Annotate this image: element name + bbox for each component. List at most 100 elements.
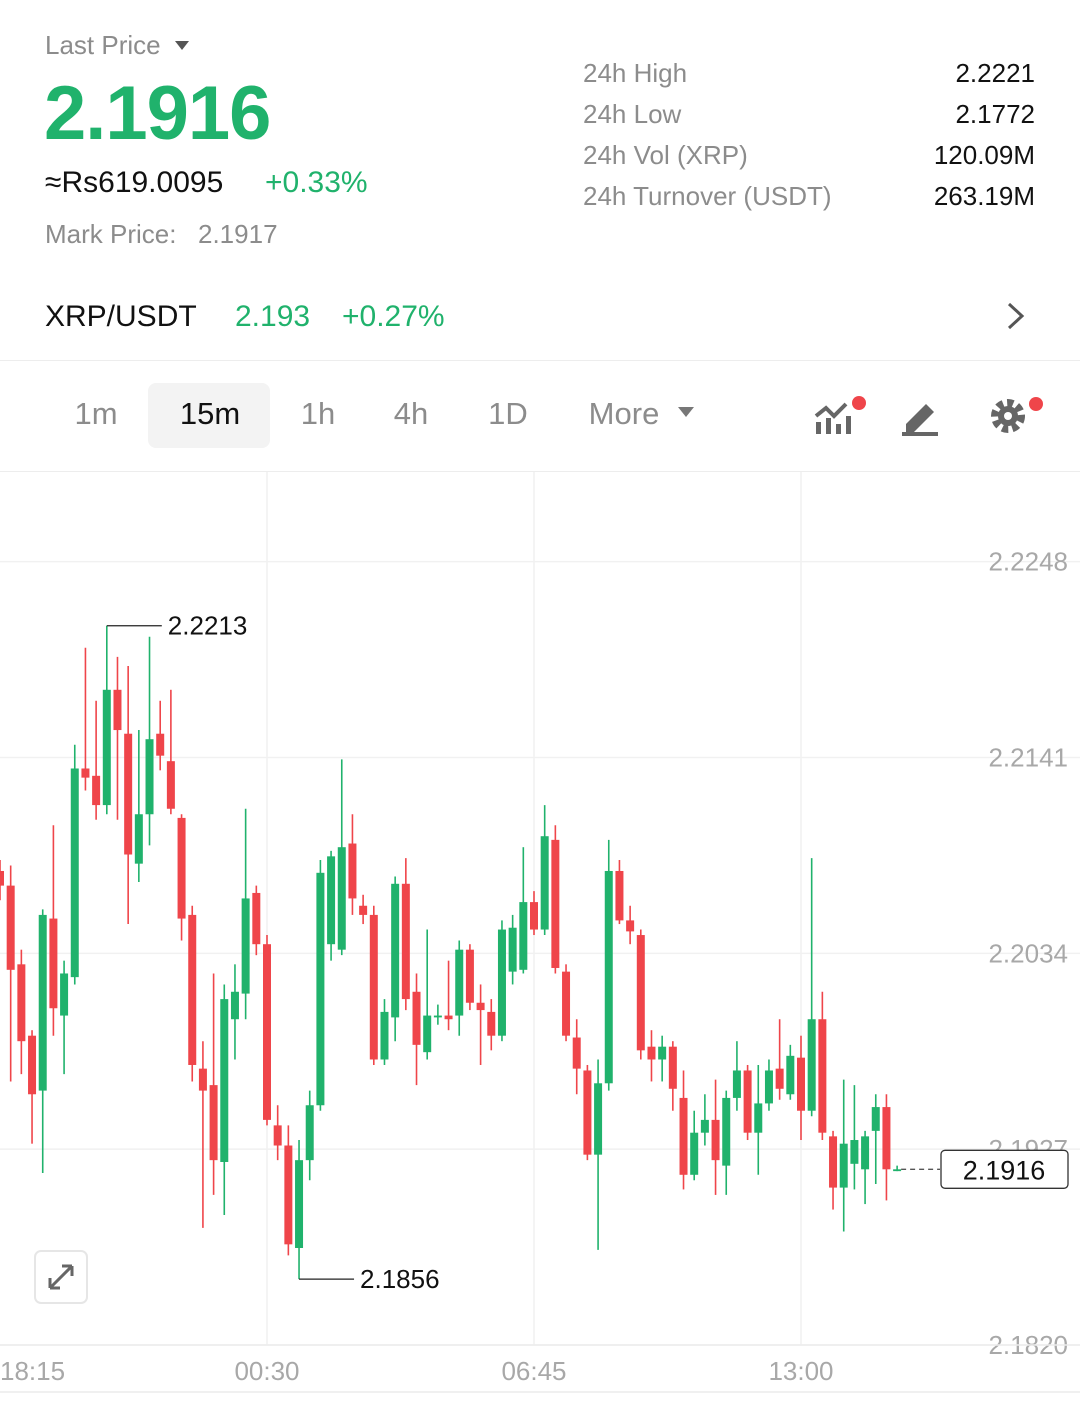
candle-body xyxy=(540,836,549,930)
last-price-label: 2.1916 xyxy=(963,1155,1046,1185)
last-price: 2.1916 xyxy=(44,71,271,156)
candle-body xyxy=(668,1046,677,1089)
candle-body xyxy=(647,1046,656,1060)
candle-body xyxy=(722,1097,731,1166)
candle-body xyxy=(337,847,346,950)
mark-price-label: Mark Price: xyxy=(45,219,177,249)
stat-label: 24h Vol (XRP) xyxy=(583,140,748,170)
tab-highlight xyxy=(148,383,270,448)
candle-body xyxy=(188,914,197,1065)
candle-body xyxy=(743,1070,752,1133)
candle-body xyxy=(871,1107,880,1131)
candle-body xyxy=(797,1057,805,1111)
candle-body xyxy=(166,761,175,809)
candle-body xyxy=(786,1055,795,1095)
candle-body xyxy=(636,935,645,1051)
x-tick-label: 06:45 xyxy=(501,1356,566,1386)
candle-body xyxy=(497,929,506,1036)
candle-body xyxy=(839,1143,848,1188)
last-price-label[interactable]: Last Price xyxy=(45,30,161,60)
candle-body xyxy=(764,1070,773,1104)
candle-body xyxy=(263,944,271,1120)
candle-body xyxy=(17,964,26,1042)
candle-body xyxy=(6,885,15,970)
candle-body xyxy=(49,918,58,1009)
candle-body xyxy=(700,1119,709,1133)
timeframe-tab[interactable]: 1D xyxy=(488,396,528,431)
indicator-icon[interactable] xyxy=(812,394,872,436)
stat-label: 24h High xyxy=(583,58,688,88)
candle-body xyxy=(113,689,122,731)
mark-price: 2.1917 xyxy=(198,219,278,249)
expand-icon xyxy=(48,1264,74,1290)
x-tick-label: 13:00 xyxy=(768,1356,833,1386)
pair-price: 2.193 xyxy=(235,300,311,333)
candle-body xyxy=(81,768,90,778)
more-caret[interactable] xyxy=(676,405,696,419)
candle-body xyxy=(604,870,613,1084)
separator xyxy=(0,471,1080,472)
timeframe-tab[interactable]: 4h xyxy=(393,396,429,431)
candle-body xyxy=(829,1136,838,1188)
candle-body xyxy=(754,1103,763,1133)
candle-body xyxy=(92,775,101,806)
timeframe-tab[interactable]: 15m xyxy=(179,396,241,431)
stat-label: 24h Turnover (USDT) xyxy=(583,181,832,211)
candle-body xyxy=(177,817,186,919)
candle-body xyxy=(572,1037,581,1069)
candle-body xyxy=(615,870,624,921)
candle-body xyxy=(38,914,47,1091)
candle-body xyxy=(380,1011,389,1060)
candle-body xyxy=(102,689,111,806)
candle-body xyxy=(487,1011,496,1036)
timeframe-tab[interactable]: 1m xyxy=(74,396,118,431)
pair-symbol[interactable]: XRP/USDT xyxy=(45,300,197,333)
candle-body xyxy=(423,1015,432,1053)
price-change: +0.33% xyxy=(265,166,368,199)
candle-body xyxy=(658,1046,667,1060)
chevron-right[interactable] xyxy=(1006,302,1026,330)
candle-body xyxy=(316,872,325,1106)
candle-body xyxy=(807,1019,816,1111)
high-label: 2.2213 xyxy=(168,611,248,641)
settings-icon[interactable] xyxy=(988,394,1046,438)
candle-body xyxy=(0,870,4,886)
y-tick-label: 2.2248 xyxy=(988,547,1068,577)
candle-body xyxy=(465,949,474,1003)
candle-body xyxy=(732,1070,741,1098)
candle-body xyxy=(562,971,571,1036)
candle-body xyxy=(369,914,378,1060)
candle-body xyxy=(28,1035,37,1095)
candle-body xyxy=(284,1145,293,1245)
candle-body xyxy=(893,1169,902,1172)
candle-body xyxy=(626,920,635,932)
x-tick-label: 18:15 xyxy=(0,1356,65,1386)
timeframe-tab[interactable]: 1h xyxy=(300,396,336,431)
y-tick-label: 2.2034 xyxy=(988,938,1068,968)
candle-body xyxy=(230,991,239,1020)
candle-body xyxy=(861,1136,870,1170)
candle-body xyxy=(850,1140,859,1164)
candle-body xyxy=(359,905,368,915)
candle-body xyxy=(134,814,143,864)
x-tick-label: 00:30 xyxy=(234,1356,299,1386)
candle-body xyxy=(70,768,79,978)
candle-body xyxy=(679,1097,688,1175)
candle-body xyxy=(348,843,357,899)
candle-body xyxy=(775,1068,784,1089)
candle-body xyxy=(295,1160,304,1248)
candle-body xyxy=(273,1125,282,1146)
draw-icon[interactable] xyxy=(900,398,942,436)
candle-body xyxy=(252,892,261,945)
stat-label: 24h Low xyxy=(583,99,682,129)
candle-body xyxy=(401,883,410,1000)
stat-value: 120.09M xyxy=(933,140,1035,170)
timeframe-tab[interactable]: More xyxy=(588,396,660,431)
candle-body xyxy=(327,856,336,945)
candle-body xyxy=(882,1107,891,1170)
candle-body xyxy=(530,902,538,930)
stat-value: 2.1772 xyxy=(955,99,1035,129)
last-price-box xyxy=(940,1149,1069,1189)
